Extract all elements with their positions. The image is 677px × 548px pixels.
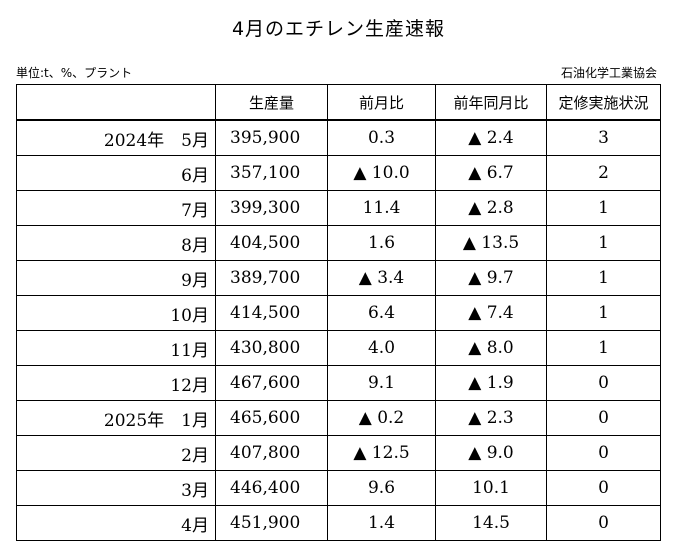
header-mom: 前月比 [327, 84, 436, 121]
yoy-cell: ▲ 8.0 [435, 330, 547, 366]
mom-cell: ▲ 10.0 [327, 155, 436, 191]
page-title: 4月のエチレン生産速報 [231, 18, 446, 40]
header-row: 生産量 前月比 前年同月比 定修実施状況 [16, 84, 661, 121]
maintenance-cell: 0 [546, 505, 661, 541]
table-row: 10月 414,500 6.4 ▲ 7.4 1 [16, 295, 661, 331]
mom-cell: ▲ 0.2 [327, 400, 436, 436]
period-cell: 2025年 1月 [16, 400, 216, 436]
period-cell: 11月 [16, 330, 216, 366]
maintenance-cell: 0 [546, 435, 661, 471]
production-cell: 399,300 [215, 190, 328, 226]
production-cell: 395,900 [215, 119, 328, 156]
maintenance-cell: 0 [546, 400, 661, 436]
table-row: 8月 404,500 1.6 ▲ 13.5 1 [16, 225, 661, 261]
yoy-cell: ▲ 9.7 [435, 260, 547, 296]
yoy-cell: 10.1 [435, 470, 547, 506]
yoy-cell: ▲ 2.3 [435, 400, 547, 436]
maintenance-cell: 3 [546, 119, 661, 156]
mom-cell: 1.4 [327, 505, 436, 541]
header-yoy: 前年同月比 [435, 84, 547, 121]
production-cell: 404,500 [215, 225, 328, 261]
table-row: 12月 467,600 9.1 ▲ 1.9 0 [16, 365, 661, 401]
table-row: 2025年 1月 465,600 ▲ 0.2 ▲ 2.3 0 [16, 400, 661, 436]
mom-cell: ▲ 12.5 [327, 435, 436, 471]
maintenance-cell: 1 [546, 330, 661, 366]
production-cell: 430,800 [215, 330, 328, 366]
header-maintenance: 定修実施状況 [546, 84, 661, 121]
mom-cell: 9.6 [327, 470, 436, 506]
period-cell: 7月 [16, 190, 216, 226]
table-row: 2月 407,800 ▲ 12.5 ▲ 9.0 0 [16, 435, 661, 471]
period-cell: 6月 [16, 155, 216, 191]
yoy-cell: ▲ 2.8 [435, 190, 547, 226]
maintenance-cell: 1 [546, 295, 661, 331]
maintenance-cell: 1 [546, 190, 661, 226]
period-cell: 10月 [16, 295, 216, 331]
mom-cell: 6.4 [327, 295, 436, 331]
mom-cell: ▲ 3.4 [327, 260, 436, 296]
production-cell: 414,500 [215, 295, 328, 331]
maintenance-cell: 1 [546, 225, 661, 261]
header-period [16, 84, 216, 121]
production-cell: 465,600 [215, 400, 328, 436]
period-cell: 2024年 5月 [16, 119, 216, 156]
ethylene-production-table: 生産量 前月比 前年同月比 定修実施状況 2024年 5月 395,900 0.3 ▲… [16, 84, 661, 541]
mom-cell: 1.6 [327, 225, 436, 261]
maintenance-cell: 1 [546, 260, 661, 296]
maintenance-cell: 0 [546, 365, 661, 401]
header-production: 生産量 [215, 84, 328, 121]
yoy-cell: 14.5 [435, 505, 547, 541]
mom-cell: 4.0 [327, 330, 436, 366]
table-row: 3月 446,400 9.6 10.1 0 [16, 470, 661, 506]
table-row: 9月 389,700 ▲ 3.4 ▲ 9.7 1 [16, 260, 661, 296]
period-cell: 12月 [16, 365, 216, 401]
mom-cell: 9.1 [327, 365, 436, 401]
unit-note: 単位:t、%、プラント [16, 66, 133, 80]
table-body: 2024年 5月 395,900 0.3 ▲ 2.4 3 6月 357,100 ▲ 10.0 ▲… [16, 119, 661, 541]
production-cell: 357,100 [215, 155, 328, 191]
yoy-cell: ▲ 13.5 [435, 225, 547, 261]
maintenance-cell: 0 [546, 470, 661, 506]
table-row: 11月 430,800 4.0 ▲ 8.0 1 [16, 330, 661, 366]
period-cell: 2月 [16, 435, 216, 471]
production-cell: 467,600 [215, 365, 328, 401]
table-row: 7月 399,300 11.4 ▲ 2.8 1 [16, 190, 661, 226]
maintenance-cell: 2 [546, 155, 661, 191]
period-cell: 9月 [16, 260, 216, 296]
period-cell: 8月 [16, 225, 216, 261]
table-row: 2024年 5月 395,900 0.3 ▲ 2.4 3 [16, 119, 661, 156]
yoy-cell: ▲ 1.9 [435, 365, 547, 401]
source-note: 石油化学工業協会 [560, 66, 657, 80]
yoy-cell: ▲ 2.4 [435, 119, 547, 156]
yoy-cell: ▲ 7.4 [435, 295, 547, 331]
period-cell: 4月 [16, 505, 216, 541]
period-cell: 3月 [16, 470, 216, 506]
table-row: 6月 357,100 ▲ 10.0 ▲ 6.7 2 [16, 155, 661, 191]
yoy-cell: ▲ 9.0 [435, 435, 547, 471]
yoy-cell: ▲ 6.7 [435, 155, 547, 191]
production-cell: 451,900 [215, 505, 328, 541]
table-row: 4月 451,900 1.4 14.5 0 [16, 505, 661, 541]
production-cell: 389,700 [215, 260, 328, 296]
mom-cell: 0.3 [327, 119, 436, 156]
production-cell: 407,800 [215, 435, 328, 471]
mom-cell: 11.4 [327, 190, 436, 226]
production-cell: 446,400 [215, 470, 328, 506]
